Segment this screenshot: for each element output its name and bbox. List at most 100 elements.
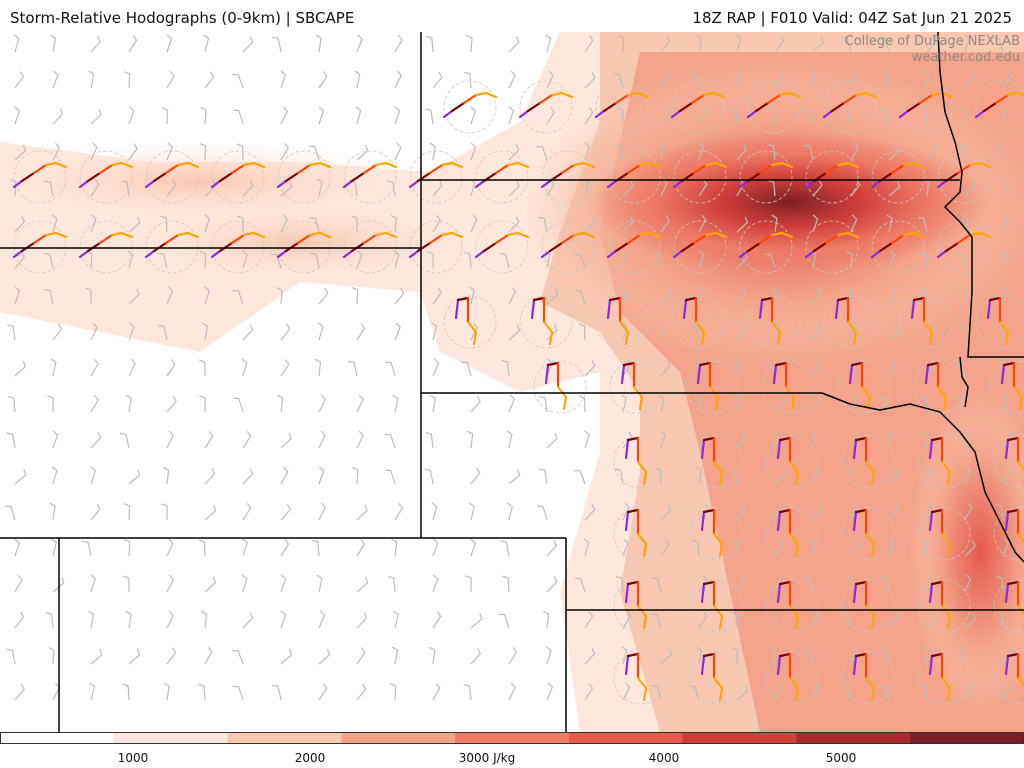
wind-barb <box>774 682 783 701</box>
hodograph-segment <box>1016 532 1024 558</box>
hodograph-ring <box>541 150 595 204</box>
wind-barb <box>387 575 396 593</box>
wind-barb <box>432 179 443 197</box>
wind-barb <box>960 106 967 125</box>
wind-barb <box>384 469 396 485</box>
wind-barb <box>470 467 481 485</box>
hodograph-segment <box>922 320 934 346</box>
hodograph-segment <box>12 179 24 189</box>
hodograph-segment <box>804 249 816 259</box>
wind-barb <box>90 574 97 593</box>
hodograph-segment <box>152 171 168 183</box>
wind-barb <box>695 466 703 485</box>
hodograph-segment <box>788 532 800 558</box>
hodograph-segment <box>890 163 906 175</box>
hodograph-segment <box>812 241 828 253</box>
hodograph-ring <box>805 220 859 274</box>
wind-barb <box>198 539 206 557</box>
wind-barb <box>463 683 472 701</box>
wind-barb <box>204 646 213 665</box>
hodograph-segment <box>540 249 552 259</box>
wind-barb <box>163 682 170 701</box>
wind-barb <box>696 646 703 665</box>
wind-barb <box>241 358 248 377</box>
wind-barb <box>995 575 1004 593</box>
hodograph-ring <box>13 220 67 274</box>
hodograph-segment <box>902 161 926 169</box>
wind-barb <box>812 504 824 521</box>
hodograph-ring <box>533 360 587 414</box>
hodograph-ring <box>747 80 801 134</box>
hodograph-ring <box>993 579 1024 633</box>
hodograph-segment <box>342 249 354 259</box>
hodograph-segment <box>626 508 640 514</box>
wind-barb <box>10 178 17 197</box>
hodograph-segment <box>910 298 916 320</box>
wind-barb <box>355 106 362 125</box>
hodograph-ring <box>937 220 991 274</box>
wind-barb <box>470 214 478 233</box>
wind-barb <box>735 34 742 53</box>
wind-barb <box>955 397 966 413</box>
wind-barb <box>127 250 134 269</box>
wind-barb <box>45 611 54 629</box>
wind-barb <box>431 502 438 521</box>
wind-barb <box>659 430 666 449</box>
hodograph-segment <box>830 101 846 113</box>
wind-barb <box>157 324 168 341</box>
wind-barb <box>736 143 747 161</box>
wind-barb <box>432 71 443 89</box>
hodograph-segment <box>636 460 648 486</box>
wind-barb <box>14 538 20 557</box>
wind-barb <box>316 178 323 197</box>
wind-barb <box>771 214 778 233</box>
wind-barb <box>657 142 664 161</box>
wind-barb <box>51 214 58 233</box>
wind-barb <box>774 396 786 413</box>
wind-barb <box>961 286 968 305</box>
wind-barb <box>959 143 966 161</box>
hodograph-segment <box>850 361 864 367</box>
wind-barb <box>166 179 177 197</box>
hodograph-segment <box>702 436 716 442</box>
hodograph-segment <box>276 249 288 259</box>
wind-barb <box>166 70 175 89</box>
hodograph-segment <box>350 171 366 183</box>
wind-barb <box>90 35 102 53</box>
hodograph-ring <box>917 435 971 489</box>
hodograph-segment <box>518 109 530 119</box>
wind-barb <box>390 214 397 233</box>
wind-barb <box>964 612 977 629</box>
weather-map[interactable] <box>0 32 1024 732</box>
hodograph-segment <box>556 385 568 411</box>
wind-barb <box>86 250 93 269</box>
hodograph-segment <box>456 296 470 302</box>
wind-barb <box>163 466 170 485</box>
wind-barb <box>49 502 56 521</box>
hodograph-segment <box>1012 385 1024 411</box>
wind-barb <box>125 610 132 629</box>
wind-barb <box>384 433 396 449</box>
hodograph-segment <box>760 296 774 302</box>
hodograph-segment <box>164 233 180 245</box>
wind-barb <box>622 611 632 629</box>
wind-barb <box>882 71 890 89</box>
wind-barb <box>351 287 359 305</box>
hodograph-segment <box>284 241 300 253</box>
wind-barb <box>198 683 206 701</box>
wind-barb <box>698 142 704 161</box>
wind-barb <box>926 502 933 521</box>
wind-barb <box>204 576 217 593</box>
hodograph-ring <box>739 220 793 274</box>
hodograph-segment <box>766 93 782 105</box>
hodograph-segment <box>712 460 724 486</box>
wind-barb <box>584 72 596 89</box>
wind-barb <box>622 180 634 197</box>
hodograph-segment <box>624 438 630 460</box>
hodograph-segment <box>712 676 724 702</box>
wind-barb <box>1002 682 1010 701</box>
hodograph-segment <box>700 438 706 460</box>
wind-barb <box>736 431 746 449</box>
wind-barb <box>463 251 472 269</box>
wind-barb <box>161 107 169 125</box>
